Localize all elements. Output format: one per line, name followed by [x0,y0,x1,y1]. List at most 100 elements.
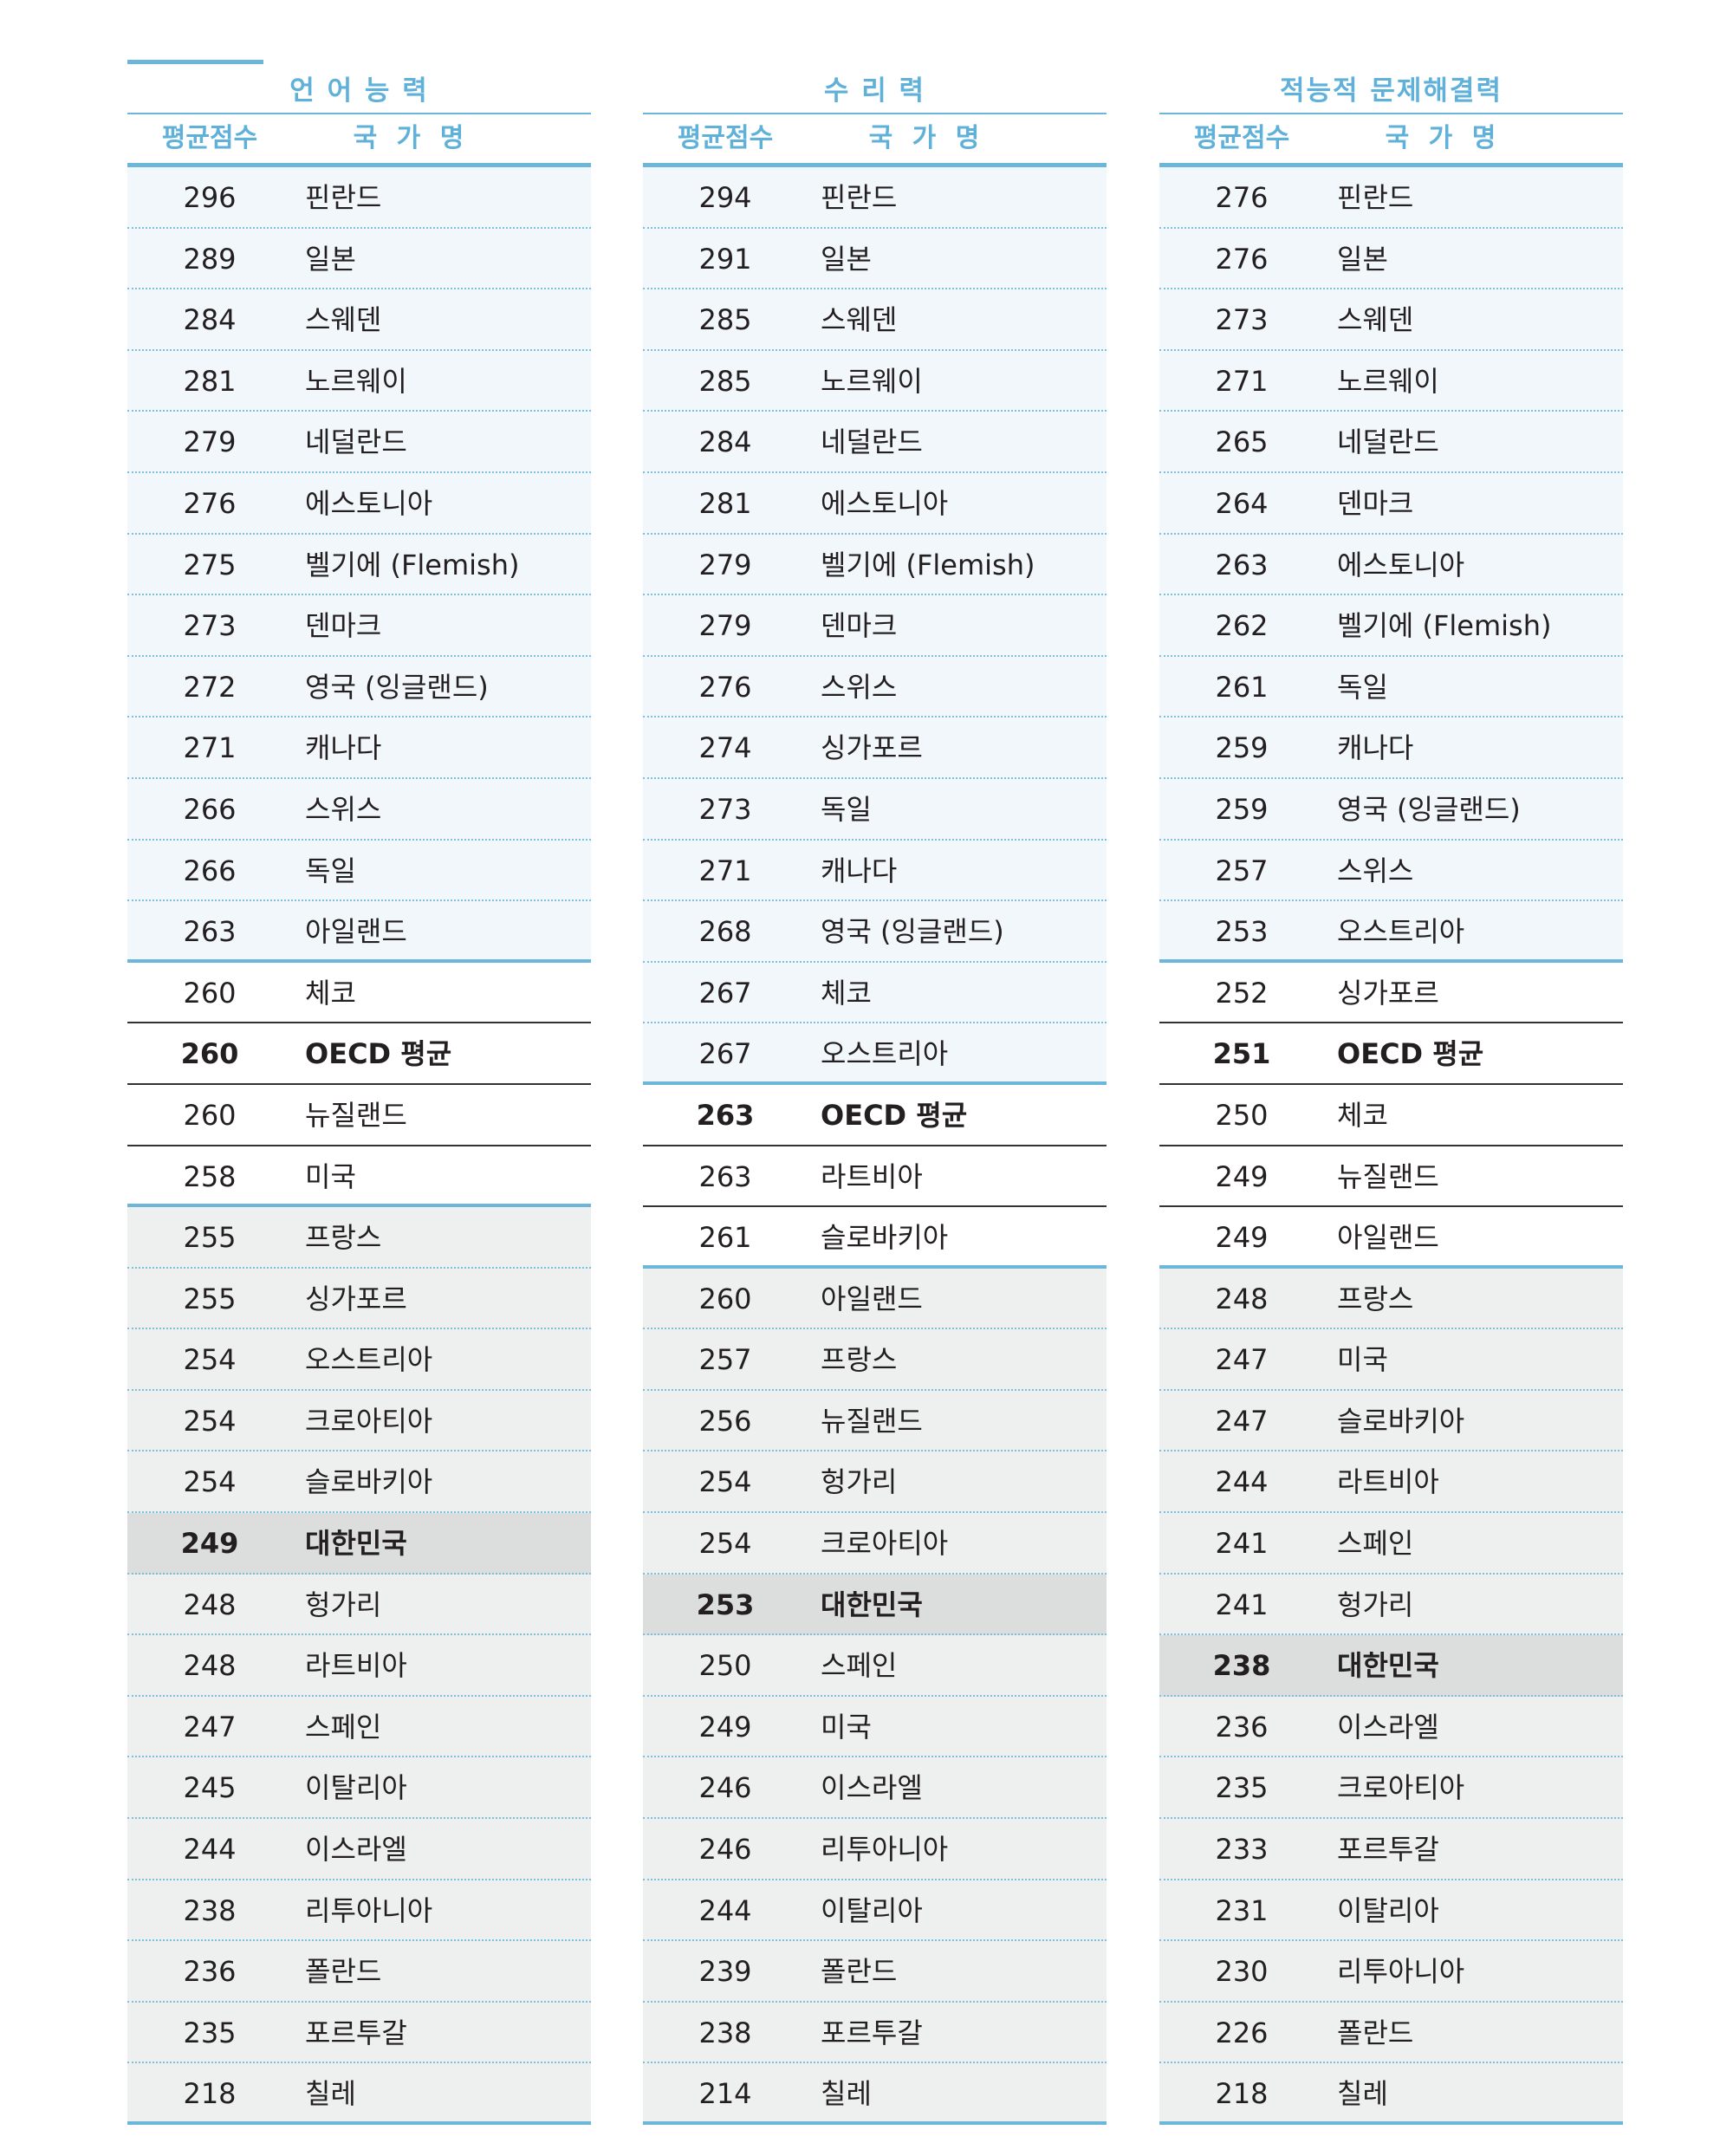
table-row: 236 폴란드 [127,1941,591,2003]
table-row: 252 싱가포르 [1159,962,1623,1024]
score-cell: 261 [698,1221,752,1255]
country-cell: 독일 [305,854,356,887]
table-row: 250 스페인 [643,1635,1107,1697]
score-cell: 244 [698,1893,752,1927]
country-cell: 영국 (잉글랜드) [821,915,1004,949]
country-cell: 영국 (잉글랜드) [1337,792,1521,826]
table-row: 279 네덜란드 [127,412,591,473]
score-cell: 281 [183,364,237,398]
country-cell: 네덜란드 [821,425,923,459]
country-cell: 미국 [821,1710,872,1744]
table-row: 249 대한민국 [127,1513,591,1575]
table-row: 218 칠레 [1159,2063,1623,2125]
table-row: 245 이탈리아 [127,1757,591,1820]
score-cell: 267 [698,1037,752,1071]
score-cell: 247 [183,1710,237,1744]
table-row: 296 핀란드 [127,167,591,229]
country-cell: 아일랜드 [305,915,407,949]
score-cell: 257 [1215,854,1269,887]
table-row: 259 캐나다 [1159,718,1623,779]
score-cell: 275 [183,548,237,581]
country-cell: 체코 [821,976,872,1010]
country-cell: 아일랜드 [1337,1221,1439,1255]
table-row: 257 스위스 [1159,840,1623,902]
table-row: 258 미국 [127,1146,591,1208]
score-cell: 265 [1215,425,1269,459]
score-cell: 276 [183,486,237,520]
country-cell: 이스라엘 [821,1771,923,1805]
country-cell: 네덜란드 [1337,425,1439,459]
table-row: 238 대한민국 [1159,1635,1623,1697]
score-cell: 273 [1215,303,1269,337]
table-row: 257 프랑스 [643,1329,1107,1391]
country-cell: 포르투갈 [1337,1833,1439,1867]
numeracy-table: 수 리 력 평균점수 국 가 명 294 핀란드 291 일본 285 스웨덴 … [643,69,1107,2125]
country-cell: 스위스 [821,670,898,704]
score-cell: 235 [1215,1771,1269,1805]
table-row: 291 일본 [643,228,1107,290]
table-row: 250 체코 [1159,1084,1623,1146]
score-cell: 274 [698,731,752,765]
score-cell: 254 [183,1343,237,1377]
country-cell: 포르투갈 [305,2016,407,2049]
score-cell: 257 [698,1343,752,1377]
table-row: 271 노르웨이 [1159,350,1623,412]
table-row: 231 이탈리아 [1159,1880,1623,1942]
country-cell: 포르투갈 [821,2016,923,2049]
table-title: 수 리 력 [643,69,1107,114]
score-cell: 263 [183,915,237,949]
table-row: 267 체코 [643,962,1107,1024]
table-row: 274 싱가포르 [643,718,1107,779]
table-row: 255 싱가포르 [127,1268,591,1330]
table-row: 281 에스토니아 [643,472,1107,535]
table-row: 253 오스트리아 [1159,901,1623,963]
country-cell: 노르웨이 [821,364,923,398]
country-cell: 싱가포르 [1337,976,1439,1010]
country-cell: 핀란드 [1337,181,1414,214]
score-cell: 260 [180,1037,239,1071]
score-cell: 273 [183,609,237,643]
table-row: 276 일본 [1159,228,1623,290]
table-row: 249 미국 [643,1696,1107,1758]
table-row: 244 이탈리아 [643,1880,1107,1942]
table-row: 254 크로아티아 [127,1390,591,1452]
table-row: 276 에스토니아 [127,472,591,535]
country-cell: 프랑스 [1337,1282,1414,1315]
score-cell: 276 [1215,242,1269,276]
score-cell: 246 [698,1833,752,1867]
table-row: 214 칠레 [643,2063,1107,2125]
score-cell: 246 [698,1771,752,1805]
country-cell: 이탈리아 [821,1893,923,1927]
country-cell: 덴마크 [1337,486,1414,520]
country-cell: 에스토니아 [305,486,433,520]
country-cell: 덴마크 [821,609,898,643]
score-cell: 284 [698,425,752,459]
country-cell: 폴란드 [1337,2016,1414,2049]
table-row: 236 이스라엘 [1159,1696,1623,1758]
score-cell: 256 [698,1404,752,1438]
country-cell: 일본 [305,242,356,276]
problem-solving-table: 적능적 문제해결력 평균점수 국 가 명 276 핀란드 276 일본 273 … [1159,69,1623,2125]
score-cell: 285 [698,303,752,337]
country-cell: 라트비아 [305,1649,407,1683]
country-cell: 일본 [821,242,872,276]
country-cell: 헝가리 [1337,1588,1414,1621]
score-cell: 254 [183,1465,237,1499]
country-cell: 벨기에 (Flemish) [1337,609,1552,643]
country-cell: 이스라엘 [305,1833,407,1867]
country-cell: 헝가리 [821,1465,898,1499]
country-cell: 에스토니아 [1337,548,1465,581]
header-country: 국 가 명 [1385,123,1502,153]
score-cell: 254 [183,1404,237,1438]
table-row: 249 아일랜드 [1159,1207,1623,1269]
language-literacy-table: 언 어 능 력 평균점수 국 가 명 296 핀란드 289 일본 284 스웨… [127,69,591,2125]
table-row: 248 헝가리 [127,1574,591,1636]
table-row: 249 뉴질랜드 [1159,1146,1623,1208]
table-row: 241 스페인 [1159,1513,1623,1575]
country-cell: 폴란드 [821,1955,898,1989]
score-cell: 263 [696,1098,755,1132]
table-row: 233 포르투갈 [1159,1819,1623,1880]
score-cell: 241 [1215,1527,1269,1561]
score-cell: 289 [183,242,237,276]
score-cell: 253 [696,1588,755,1621]
